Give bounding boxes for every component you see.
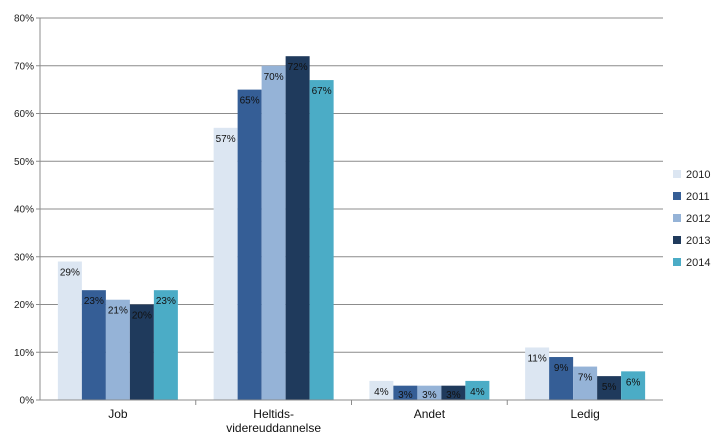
bar (105, 299, 130, 400)
legend-label: 2010 (686, 169, 710, 181)
bar (285, 56, 310, 400)
y-tick-label: 10% (14, 348, 34, 359)
data-label: 72% (288, 62, 308, 73)
category-label: Job (108, 407, 128, 421)
category-label: Andet (414, 407, 446, 421)
data-label: 29% (60, 268, 80, 279)
data-label: 3% (422, 390, 437, 401)
data-label: 70% (264, 72, 284, 83)
data-label: 67% (312, 86, 332, 97)
legend-swatch (673, 236, 681, 244)
legend-label: 2014 (686, 257, 710, 269)
bar (573, 366, 598, 400)
bar (81, 290, 106, 400)
data-label: 57% (216, 134, 236, 145)
data-label: 4% (470, 387, 485, 398)
bar (525, 347, 550, 400)
bar (261, 65, 286, 400)
data-label: 3% (398, 390, 413, 401)
category-label: Ledig (570, 407, 599, 421)
bar (309, 80, 334, 400)
bar (465, 380, 490, 400)
data-label: 23% (84, 296, 104, 307)
bar (129, 304, 154, 400)
bar (237, 89, 262, 400)
axes (39, 18, 663, 405)
bar (417, 385, 442, 400)
legend-swatch (673, 258, 681, 266)
bar (441, 385, 466, 400)
legend-swatch (673, 214, 681, 222)
category-label: Heltids-videreuddannelse (226, 407, 321, 435)
legend-label: 2011 (686, 191, 710, 203)
gridlines (40, 17, 663, 353)
data-label: 9% (554, 363, 569, 374)
y-tick-label: 70% (14, 61, 34, 72)
bar (549, 357, 574, 400)
x-axis-category-labels: Job Heltids-videreuddannelse Andet Ledig (108, 407, 600, 435)
data-label: 23% (156, 296, 176, 307)
data-label: 4% (374, 387, 389, 398)
legend-swatch (673, 170, 681, 178)
y-tick-label: 50% (14, 157, 34, 168)
data-label: 3% (446, 390, 461, 401)
bar (597, 376, 622, 400)
y-axis-tick-labels: 0% 10% 20% 30% 40% 50% 60% 70% 80% (14, 14, 40, 407)
legend-label: 2013 (686, 235, 710, 247)
y-tick-label: 30% (14, 252, 34, 263)
bar (369, 380, 394, 400)
data-label: 11% (527, 353, 546, 364)
legend: 2010 2011 2012 2013 2014 (673, 169, 710, 269)
data-labels: 29% 23% 21% 20% 23% 57% 65% 70% 72% 67% 4% 3% 3% 3% 4%… (60, 62, 641, 401)
bars (57, 56, 646, 400)
y-tick-label: 0% (20, 396, 35, 407)
y-tick-label: 60% (14, 109, 34, 120)
bar (621, 371, 646, 400)
legend-swatch (673, 192, 681, 200)
data-label: 6% (626, 377, 641, 388)
y-tick-label: 40% (14, 205, 34, 216)
bar (393, 385, 418, 400)
bar (213, 127, 238, 400)
data-label: 65% (240, 96, 260, 107)
y-tick-label: 20% (14, 300, 34, 311)
legend-label: 2012 (686, 213, 710, 225)
bar (57, 261, 82, 400)
data-label: 5% (602, 382, 617, 393)
data-label: 21% (108, 306, 128, 317)
bar (153, 290, 178, 400)
data-label: 7% (578, 373, 593, 384)
data-label: 20% (132, 311, 152, 322)
y-tick-label: 80% (14, 14, 34, 25)
